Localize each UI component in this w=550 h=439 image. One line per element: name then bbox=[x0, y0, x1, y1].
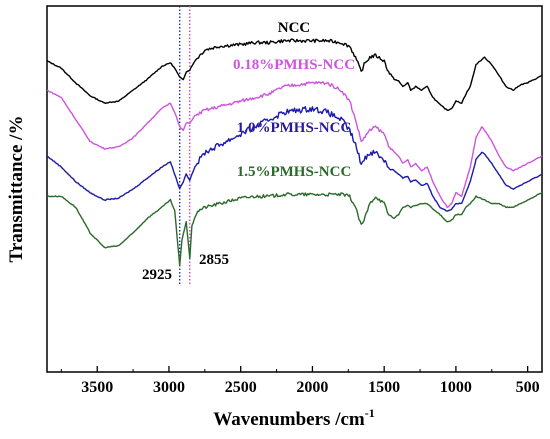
reference-lines bbox=[179, 6, 191, 286]
x-tick-label-500: 500 bbox=[516, 379, 540, 396]
x-tick-label-2000: 2000 bbox=[296, 379, 328, 396]
series-label-1.0%PMHS-NCC: 1.0%PMHS-NCC bbox=[237, 120, 352, 136]
series-labels: NCC 0.18%PMHS-NCC 1.0%PMHS-NCC 1.5%PMHS-NCC bbox=[233, 20, 355, 180]
x-axis-label-superscript: -1 bbox=[365, 406, 375, 420]
x-tick-label-2500: 2500 bbox=[225, 379, 257, 396]
x-axis-ticks: 3500 3000 2500 2000 1500 1000 500 bbox=[60, 366, 540, 396]
x-tick-label-1500: 1500 bbox=[368, 379, 400, 396]
series-line-1.5%PMHS-NCC bbox=[46, 192, 543, 267]
peak-label-2925: 2925 bbox=[142, 267, 172, 283]
series-label-0.18%PMHS-NCC: 0.18%PMHS-NCC bbox=[233, 57, 355, 73]
y-axis-label: Transmittance /% bbox=[6, 116, 27, 263]
x-tick-label-3000: 3000 bbox=[153, 379, 185, 396]
peak-label-2855: 2855 bbox=[199, 252, 229, 268]
spectra-curves bbox=[46, 38, 543, 267]
series-line-NCC bbox=[46, 38, 543, 111]
series-label-NCC: NCC bbox=[278, 20, 311, 36]
x-tick-label-3500: 3500 bbox=[81, 379, 113, 396]
x-axis-label: Wavenumbers /cm-1 bbox=[213, 406, 374, 430]
peak-annotations: 2925 2855 bbox=[142, 252, 229, 283]
series-label-1.5%PMHS-NCC: 1.5%PMHS-NCC bbox=[237, 164, 352, 180]
plot-frame bbox=[46, 5, 543, 373]
series-line-1.0%PMHS-NCC bbox=[46, 106, 543, 212]
x-tick-label-1000: 1000 bbox=[440, 379, 472, 396]
series-line-0.18%PMHS-NCC bbox=[46, 81, 543, 209]
